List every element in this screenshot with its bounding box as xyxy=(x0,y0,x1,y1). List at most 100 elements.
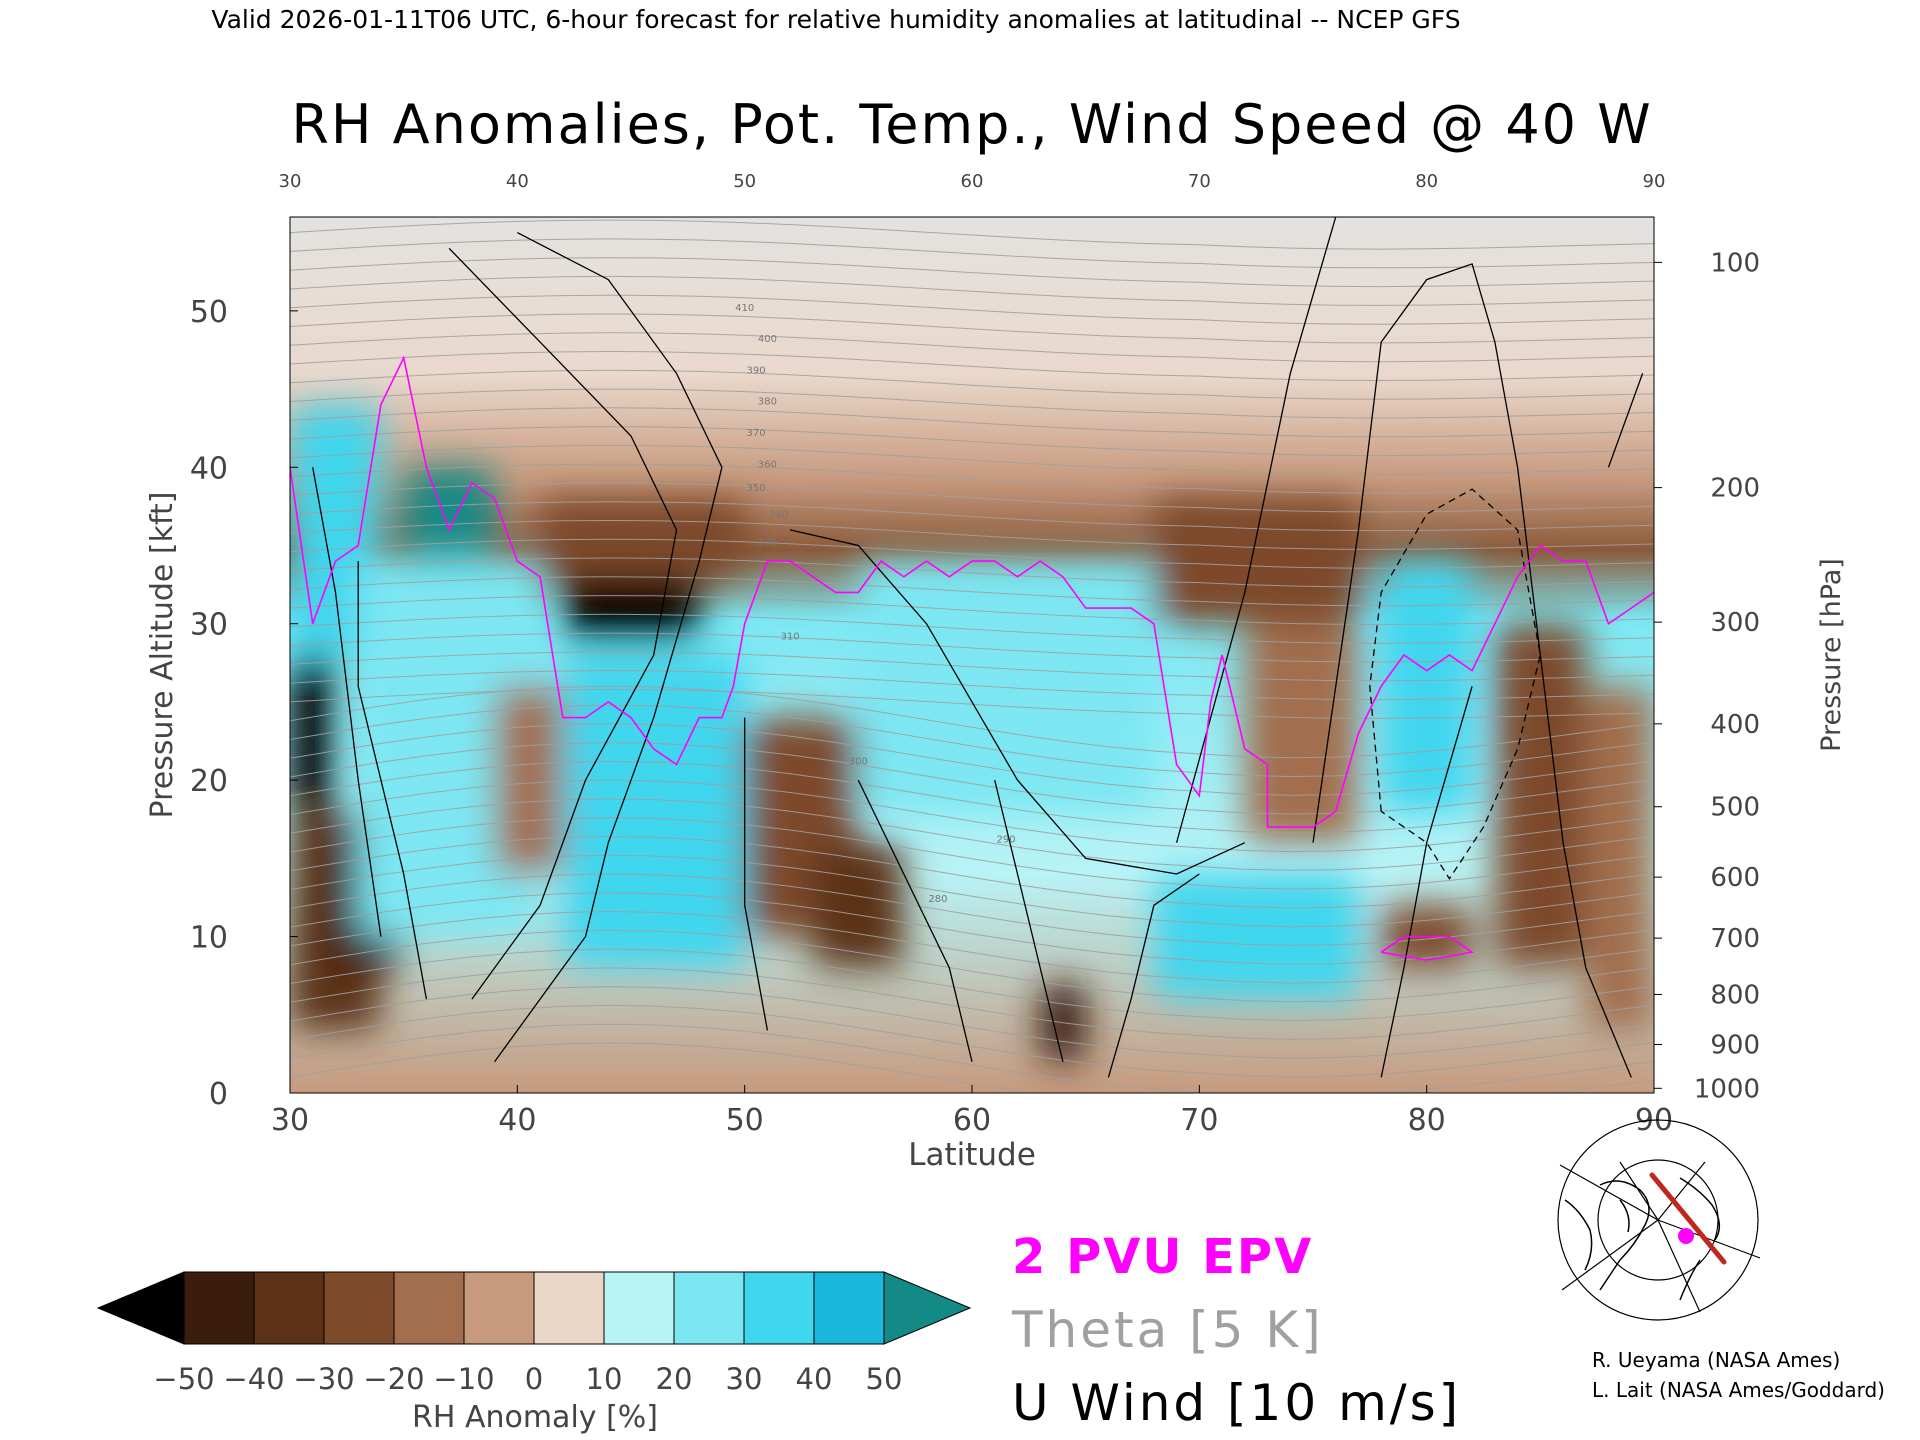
theta-contour xyxy=(290,651,1654,682)
map-meridian xyxy=(1559,1164,1659,1221)
theta-contour xyxy=(290,388,1654,419)
pressure-tick-label: 1000 xyxy=(1694,1074,1760,1104)
x-tick-label: 70 xyxy=(1180,1103,1218,1138)
theta-contour xyxy=(290,463,1654,494)
rh-anomaly-cell xyxy=(562,655,745,968)
u-wind-contour xyxy=(1380,686,1473,1078)
u-wind-contour xyxy=(1175,217,1337,843)
theta-label: 360 xyxy=(758,459,777,470)
colorbar-under-arrow xyxy=(96,1271,185,1345)
map-meridian xyxy=(1657,1161,1706,1221)
rh-anomaly-cell xyxy=(1244,623,1359,843)
colorbar-tick-label: −40 xyxy=(223,1362,284,1396)
locator-map xyxy=(1556,1119,1761,1321)
colorbar xyxy=(96,1271,972,1345)
theta-contour xyxy=(290,670,1654,701)
u-wind-contours xyxy=(312,217,1644,1078)
y-axis-label-left: Pressure Altitude [kft] xyxy=(145,492,180,819)
rh-anomaly-cell xyxy=(1494,623,1586,968)
theta-contour xyxy=(290,817,1654,890)
theta-contour xyxy=(290,873,1654,946)
u-wind-contour xyxy=(1607,373,1644,468)
u-wind-contour-negative xyxy=(1369,488,1541,880)
colorbar-tick-label: 10 xyxy=(586,1362,623,1396)
u-wind-contour xyxy=(312,467,382,937)
colorbar-box xyxy=(603,1271,675,1345)
x-axis-label: Latitude xyxy=(908,1137,1036,1173)
theta-label: 280 xyxy=(928,894,947,905)
x-tick-label: 40 xyxy=(498,1103,536,1138)
theta-contour xyxy=(290,519,1654,550)
theta-label: 380 xyxy=(758,397,777,408)
theta-contour xyxy=(290,854,1654,928)
theta-contour xyxy=(290,688,1654,719)
colorbar-tick-label: 50 xyxy=(866,1362,903,1396)
x-top-axis-ticks: 30 40 50 60 70 80 90 xyxy=(279,171,1666,192)
u-wind-contour xyxy=(1107,873,1200,1078)
y-tick-label: 50 xyxy=(190,295,228,330)
theta-contour xyxy=(290,538,1654,569)
map-point xyxy=(1678,1228,1694,1244)
rh-anomaly-cell xyxy=(540,498,745,577)
theta-label: 310 xyxy=(781,631,800,642)
y-tick-label: 0 xyxy=(209,1077,228,1112)
credit-line-2: L. Lait (NASA Ames/Goddard) xyxy=(1592,1378,1885,1402)
theta-contour-labels: 280 290 300 310 330 340 350 360 370 380 390 400 410 xyxy=(735,303,1016,905)
credit-line-1: R. Ueyama (NASA Ames) xyxy=(1592,1348,1840,1372)
pressure-tick-label: 500 xyxy=(1710,793,1760,823)
theta-contour xyxy=(290,632,1654,663)
theta-contour xyxy=(290,760,1654,834)
pressure-tick-label: 900 xyxy=(1710,1031,1760,1061)
x-top-tick-label: 70 xyxy=(1188,171,1211,192)
epv-2pvu-line xyxy=(290,355,1654,961)
plot-area: 280290300310330340350360370380390400410 … xyxy=(190,171,1760,1138)
theta-contour xyxy=(290,742,1654,815)
legend-theta: Theta [5 K] xyxy=(1011,1301,1324,1359)
theta-contour xyxy=(290,313,1654,344)
u-wind-contour xyxy=(994,779,1064,1062)
theta-contour xyxy=(290,482,1654,513)
theta-contour xyxy=(290,798,1654,871)
u-wind-contour xyxy=(357,561,428,1000)
theta-contour xyxy=(290,1042,1654,1093)
rh-anomaly-cell xyxy=(858,561,1154,812)
pressure-tick-label: 400 xyxy=(1710,710,1760,740)
map-latitude-circle xyxy=(1557,1119,1759,1321)
theta-contour xyxy=(290,704,1654,778)
y-tick-label: 40 xyxy=(190,451,228,486)
y-tick-label: 10 xyxy=(190,921,228,956)
map-coastline xyxy=(1564,1177,1721,1301)
colorbar-box xyxy=(463,1271,535,1345)
rh-anomaly-cell xyxy=(1585,686,1654,1031)
x-axis-ticks: 30 40 50 60 70 80 90 xyxy=(271,1085,1673,1138)
x-top-tick-label: 80 xyxy=(1415,171,1438,192)
map-transect-line xyxy=(1649,1172,1727,1265)
colorbar-box xyxy=(813,1271,885,1345)
rh-anomaly-cell xyxy=(1381,561,1473,812)
theta-contour xyxy=(290,967,1654,1040)
theta-contour xyxy=(290,892,1654,965)
theta-contour xyxy=(290,219,1654,250)
theta-label: 290 xyxy=(997,835,1016,846)
pressure-tick-label: 800 xyxy=(1710,980,1760,1010)
rh-anomaly-cell xyxy=(562,561,700,640)
theta-contours xyxy=(290,219,1654,1093)
theta-label: 370 xyxy=(746,428,765,439)
rh-anomaly-cell xyxy=(1153,874,1359,1000)
u-wind-contour xyxy=(494,232,723,1063)
colorbar-tick-label: 40 xyxy=(796,1362,833,1396)
theta-label: 400 xyxy=(758,334,777,345)
colorbar-tick-label: −30 xyxy=(293,1362,354,1396)
colorbar-box xyxy=(253,1271,325,1345)
u-wind-contour xyxy=(744,717,769,1031)
theta-contour xyxy=(290,910,1654,984)
y-axis-label-right: Pressure [hPa] xyxy=(1816,558,1847,752)
theta-contour xyxy=(290,369,1654,400)
colorbar-label: RH Anomaly [%] xyxy=(412,1400,658,1435)
theta-contour xyxy=(290,723,1654,796)
legend-wind: U Wind [10 m/s] xyxy=(1012,1374,1461,1432)
y-tick-label: 20 xyxy=(190,764,228,799)
x-top-tick-label: 50 xyxy=(733,171,756,192)
map-meridian xyxy=(1657,1219,1761,1259)
